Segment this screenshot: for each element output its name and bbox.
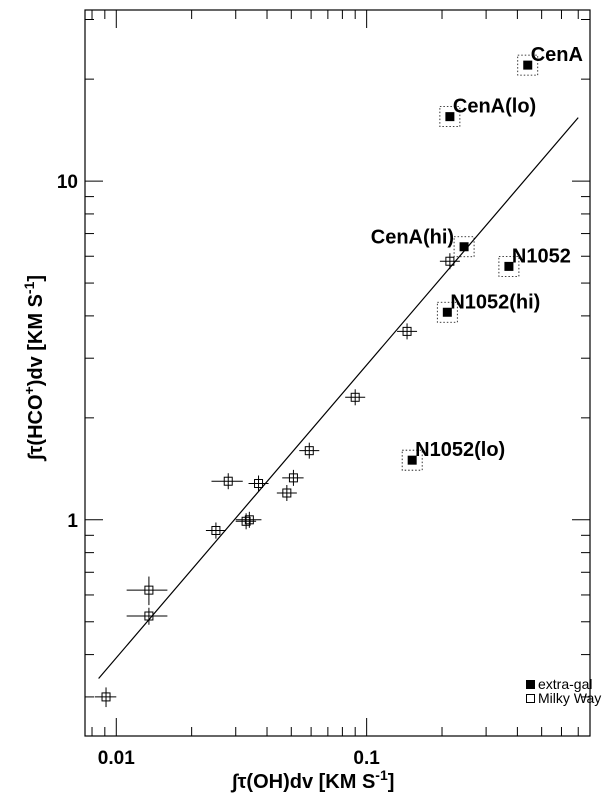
- point-label: CenA: [531, 44, 583, 66]
- point-label: CenA(hi): [371, 227, 454, 249]
- milky-way-point: [241, 516, 251, 526]
- y-tick-label: 1: [67, 511, 78, 532]
- extra-gal-point: [459, 242, 469, 252]
- data-points: [94, 54, 539, 708]
- point-label: N1052(lo): [415, 439, 505, 461]
- extra-gal-point: [442, 307, 452, 317]
- point-error-box: [439, 106, 461, 128]
- legend-extra-gal-label: extra-gal: [538, 676, 592, 692]
- milky-way-point: [282, 488, 292, 498]
- fit-line: [98, 117, 579, 679]
- milky-way-point: [288, 473, 298, 483]
- extra-gal-point: [445, 112, 455, 122]
- milky-way-point: [211, 525, 221, 535]
- point-labels: CenA CenA(lo) CenA(hi) N1052 N1052(hi) N1052(…: [371, 44, 583, 461]
- legend-extra-gal-marker: [526, 680, 535, 689]
- tick-labels: 0.01 0.1 1 10: [57, 172, 380, 769]
- y-axis-title: ∫τ(HCO+)dv [KM S-1]: [21, 275, 47, 462]
- y-tick-label: 10: [57, 172, 78, 193]
- point-error-box: [401, 449, 423, 471]
- x-axis-title: ∫τ(OH)dv [KM S-1]: [230, 767, 394, 793]
- point-error-box: [453, 236, 475, 258]
- milky-way-point: [254, 478, 264, 488]
- milky-way-point: [402, 326, 412, 336]
- extra-gal-point: [407, 455, 417, 465]
- milky-way-point: [223, 476, 233, 486]
- milky-way-point: [304, 446, 314, 456]
- milky-way-point: [144, 585, 154, 595]
- point-error-box: [436, 301, 458, 323]
- legend-milky-way-marker: [526, 694, 535, 703]
- legend: extra-gal Milky Way: [526, 676, 601, 706]
- extra-gal-point: [504, 261, 514, 271]
- point-error-box: [517, 54, 539, 76]
- extra-gal-point: [523, 60, 533, 70]
- legend-milky-way-label: Milky Way: [538, 690, 601, 706]
- milky-way-point: [350, 392, 360, 402]
- axis-ticks: [85, 10, 590, 736]
- point-label: CenA(lo): [453, 96, 536, 118]
- milky-way-point: [244, 515, 254, 525]
- point-label: N1052: [512, 245, 571, 267]
- point-label: N1052(hi): [450, 291, 540, 313]
- milky-way-point: [101, 692, 111, 702]
- x-tick-label: 0.01: [98, 748, 135, 769]
- milky-way-point: [445, 256, 455, 266]
- milky-way-point: [144, 611, 154, 621]
- plot-frame: [84, 9, 591, 737]
- x-tick-label: 0.1: [353, 748, 380, 769]
- point-error-box: [498, 255, 520, 277]
